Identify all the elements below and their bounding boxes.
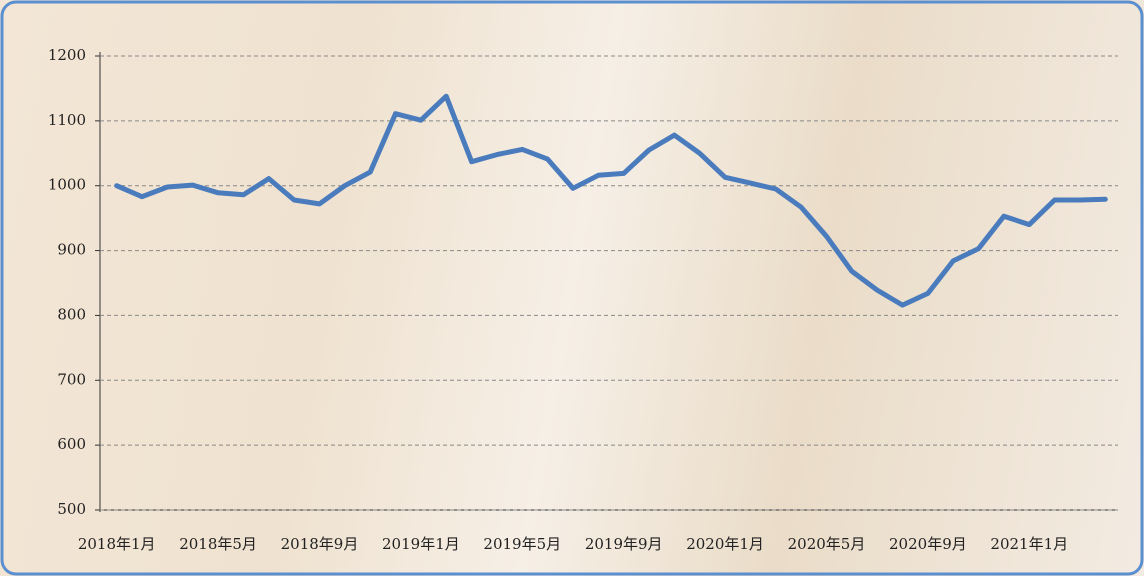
- y-tick-label: 700: [57, 370, 86, 388]
- x-tick-label: 2019年1月: [382, 535, 460, 553]
- y-tick-label: 500: [57, 500, 86, 518]
- y-tick-label: 1100: [48, 111, 86, 129]
- panel-border: [2, 2, 1142, 574]
- y-tick-label: 1200: [48, 46, 86, 64]
- x-tick-label: 2020年5月: [788, 535, 866, 553]
- chart: 500 600 700 800 900 1000 1100 1200 2018年1月 2018年5…: [0, 0, 1144, 576]
- x-tick-label: 2019年5月: [483, 535, 561, 553]
- x-tick-label: 2018年5月: [179, 535, 257, 553]
- x-tick-label: 2018年1月: [78, 535, 156, 553]
- x-tick-label: 2019年9月: [585, 535, 663, 553]
- x-tick-label: 2020年9月: [889, 535, 967, 553]
- x-tick-label: 2021年1月: [990, 535, 1068, 553]
- page: {"chart_data": {"type": "line", "categor…: [0, 0, 1144, 576]
- y-tick-label: 900: [57, 241, 86, 259]
- x-tick-label: 2018年9月: [281, 535, 359, 553]
- y-tick-label: 600: [57, 435, 86, 453]
- x-tick-label: 2020年1月: [686, 535, 764, 553]
- y-tick-label: 1000: [48, 176, 86, 194]
- data-line: [117, 96, 1106, 305]
- y-tick-label: 800: [57, 305, 86, 323]
